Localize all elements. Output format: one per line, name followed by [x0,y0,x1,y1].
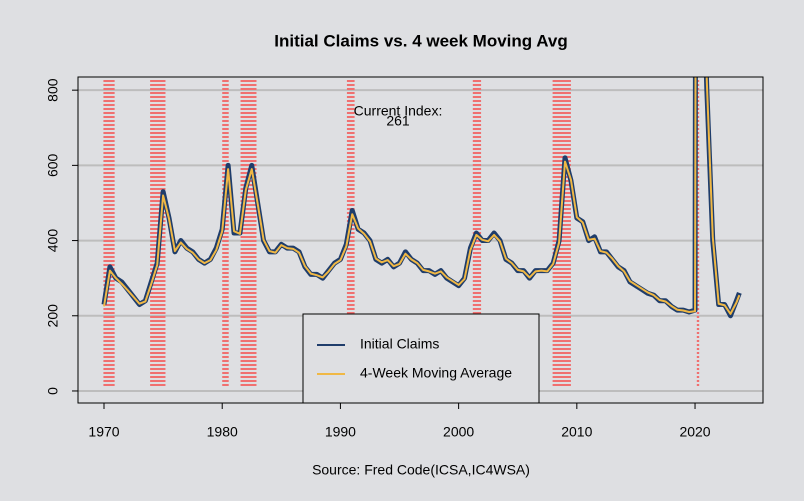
y-tick-label: 0 [45,387,61,395]
x-tick-label: 1990 [325,424,356,440]
x-tick-label: 1970 [88,424,119,440]
x-tick-label: 2010 [561,424,592,440]
x-tick-label: 2020 [679,424,710,440]
legend-box [302,313,540,404]
plot-area [78,77,763,392]
y-tick-label: 800 [45,78,61,102]
chart-title: Initial Claims vs. 4 week Moving Avg [274,31,568,50]
x-tick-label: 1980 [207,424,238,440]
y-tick-label: 200 [45,304,61,328]
axes: 0 200 400 600 800 1970 1980 1990 2000 2010 2020 Cur… [45,76,764,440]
x-tick-label: 2000 [443,424,474,440]
legend-label: Initial Claims [360,336,439,352]
annotation-value: 261 [386,113,410,129]
recession-band [240,78,257,387]
legend-label: 4-Week Moving Average [360,365,512,381]
x-axis-label: Source: Fred Code(ICSA,IC4WSA) [312,462,530,478]
legend: Initial Claims 4-Week Moving Average [302,313,540,404]
recession-band [222,78,229,387]
y-tick-label: 400 [45,229,61,253]
series-line [103,77,741,315]
y-tick-label: 600 [45,153,61,177]
recession-band [696,78,700,387]
annotation-label: Current Index: [354,103,443,119]
recession-band [103,78,115,387]
